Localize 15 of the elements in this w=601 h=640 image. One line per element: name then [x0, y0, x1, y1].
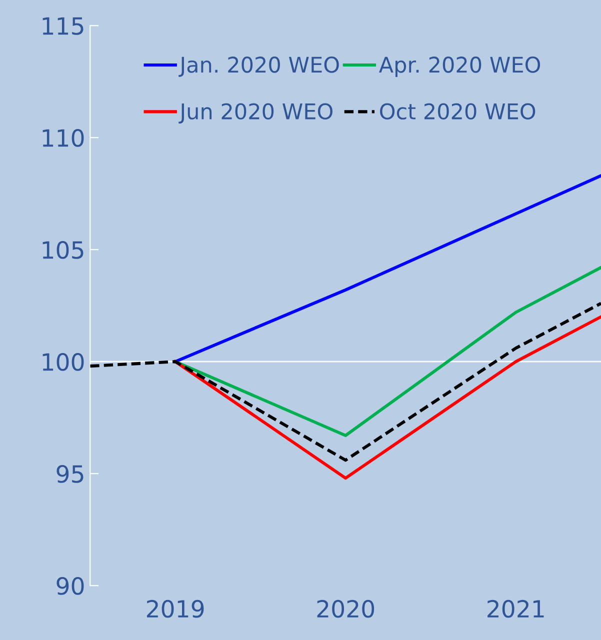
y-tick-label: 95 [56, 465, 84, 483]
x-tick-label: 2019 [146, 600, 204, 618]
legend-label: Apr. 2020 WEO [378, 56, 540, 78]
line-series [90, 302, 601, 462]
x-tick-label: 2020 [317, 600, 374, 618]
y-tick-label: 100 [42, 353, 84, 371]
legend-label: Oct 2020 WEO [380, 103, 536, 120]
line-series [174, 174, 601, 364]
legend-label: Jan. 2020 WEO [178, 56, 339, 77]
y-tick-label: 105 [42, 241, 84, 259]
y-tick-label: 110 [42, 129, 84, 147]
y-tick-label: 115 [42, 17, 84, 35]
legend-label: Jun 2020 WEO [178, 103, 332, 124]
y-tick-label: 90 [56, 577, 84, 595]
x-tick-label: 2021 [488, 600, 544, 618]
